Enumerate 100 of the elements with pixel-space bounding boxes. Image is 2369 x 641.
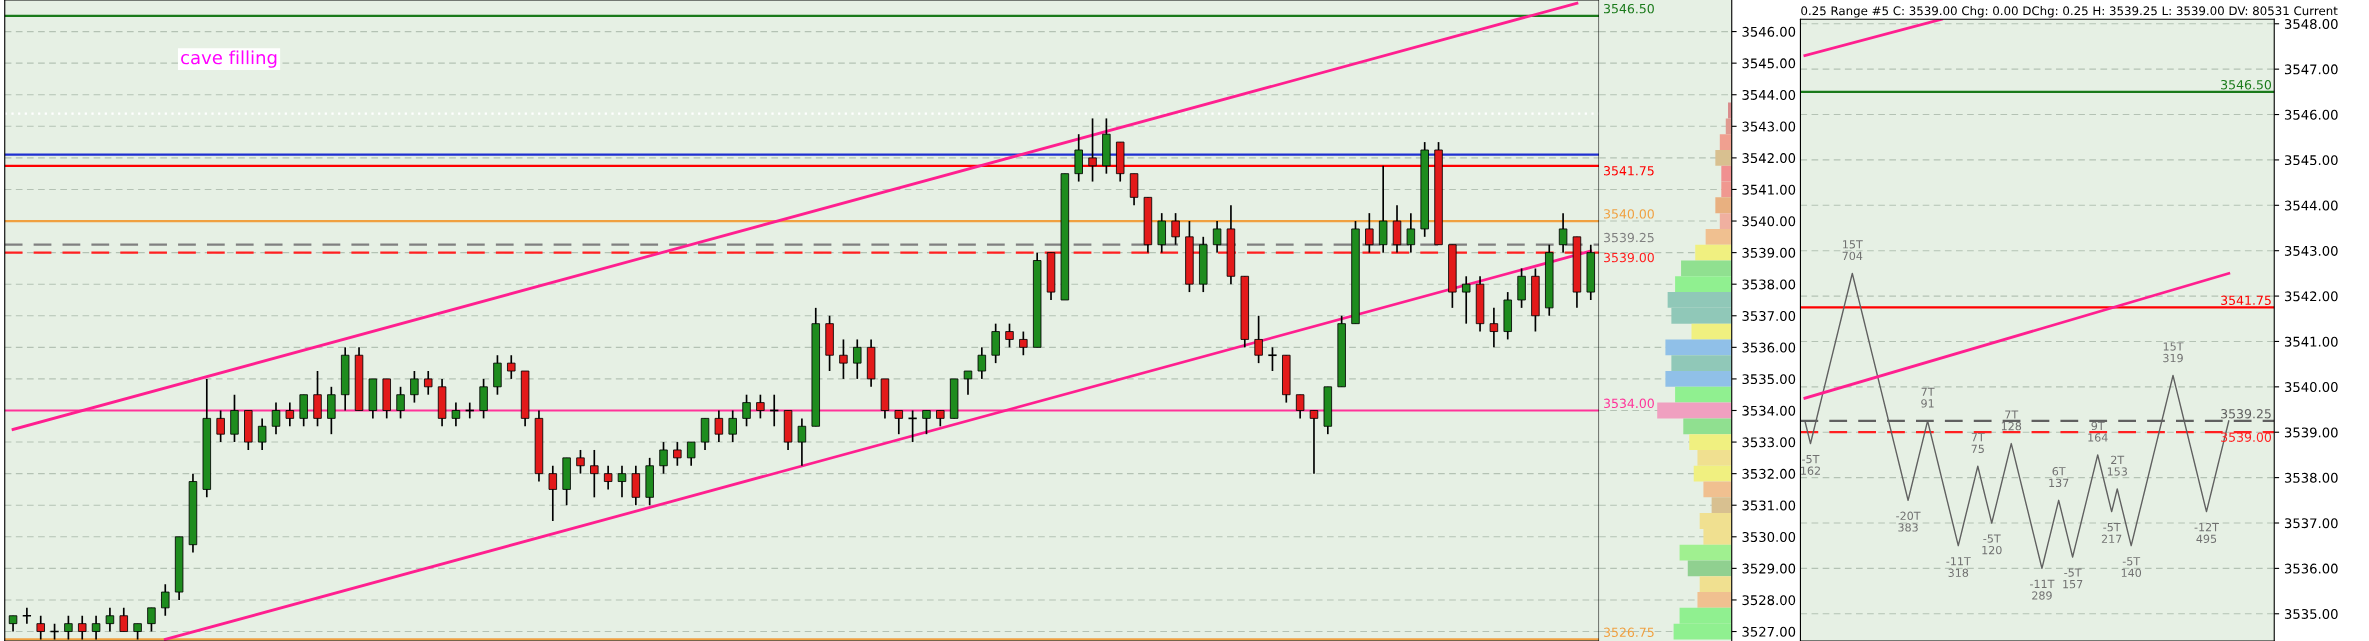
annotation: -20T 383: [1896, 511, 1921, 532]
bar: [1715, 197, 1732, 214]
candlestick: [410, 370, 419, 404]
y-tick-label: 3544.00: [2284, 200, 2338, 211]
y-tick-label: 3544.00: [1742, 89, 1796, 100]
candlestick: [119, 607, 128, 633]
candlestick: [590, 449, 599, 499]
candlestick: [991, 322, 1000, 364]
y-tick-label: 3538.00: [2284, 472, 2338, 483]
ref-line-label: 3534.00: [1604, 398, 1654, 409]
candlestick: [396, 385, 405, 420]
bar: [1691, 323, 1732, 340]
candlestick: [1267, 346, 1278, 372]
candlestick: [714, 409, 724, 443]
candlestick: [1005, 322, 1014, 349]
candlestick: [728, 409, 737, 443]
ref-line-label: 3526.75: [1604, 627, 1654, 637]
candlestick: [1074, 133, 1083, 183]
annotation: 2T 153: [2107, 455, 2127, 476]
annotation: 15T 319: [2163, 342, 2184, 363]
candlestick: [424, 370, 433, 396]
annotation: cave filling: [181, 50, 277, 68]
bar: [1711, 497, 1732, 514]
candlestick: [1517, 267, 1526, 309]
y-tick-label: 3547.00: [2284, 64, 2338, 75]
candlestick: [451, 401, 461, 428]
candlestick: [1392, 204, 1402, 254]
bar: [1687, 560, 1732, 577]
annotation: 7T 128: [2001, 410, 2022, 431]
bar: [1703, 481, 1732, 498]
candlestick: [1088, 117, 1097, 183]
annotation: -5T 140: [2121, 557, 2142, 577]
candlestick: [299, 393, 308, 428]
y-tick-label: 3535.00: [2284, 608, 2338, 619]
candlestick: [1461, 275, 1471, 325]
y-tick-label: 3533.00: [1742, 437, 1796, 448]
candlestick: [216, 409, 225, 443]
candlestick: [479, 378, 488, 420]
bar: [1675, 386, 1732, 403]
candlestick: [1558, 212, 1568, 254]
bar: [1705, 228, 1732, 245]
bar: [1681, 260, 1732, 277]
y-tick-label: 3542.00: [1742, 153, 1796, 164]
candlestick: [1019, 330, 1028, 357]
y-tick-label: 3541.00: [2284, 336, 2338, 347]
candlestick: [1378, 164, 1388, 254]
candlestick: [1129, 172, 1139, 207]
bar: [1665, 339, 1732, 356]
y-tick-label: 3528.00: [1742, 595, 1796, 606]
candlestick: [493, 354, 502, 396]
annotation: -11T 318: [1946, 557, 1971, 577]
ref-line-label: 3539.25: [1604, 232, 1654, 243]
annotation: -5T 120: [1982, 534, 2002, 555]
candlestick: [1171, 212, 1180, 246]
candlestick: [894, 409, 904, 436]
candlestick: [617, 464, 627, 499]
candlestick: [1254, 314, 1263, 364]
candlestick: [963, 370, 973, 396]
bar: [1697, 449, 1732, 466]
annotation: -5T 217: [2101, 523, 2122, 543]
y-tick-label: 3546.00: [2284, 109, 2338, 120]
annotation: 6T 137: [2049, 467, 2069, 488]
candlestick: [257, 417, 267, 451]
bar: [1657, 402, 1732, 419]
bar: [1683, 418, 1732, 435]
annotation: 7T 91: [1921, 387, 1935, 408]
annotation: 15T 704: [1842, 240, 1863, 261]
candlestick: [105, 607, 115, 633]
candlestick: [271, 401, 281, 436]
y-tick-label: 3540.00: [2284, 382, 2338, 393]
candlestick: [922, 409, 931, 436]
annotation: 9T 164: [2088, 421, 2108, 442]
candlestick: [1212, 220, 1222, 254]
ref-line-label: 3546.50: [1604, 3, 1654, 14]
candlestick: [230, 393, 239, 443]
annotation: -12T 495: [2194, 522, 2219, 543]
bar: [1675, 276, 1732, 293]
ref-line-label: 3539.00: [2221, 432, 2272, 442]
bar: [1695, 244, 1732, 261]
ref-line-label: 3539.25: [2221, 409, 2271, 419]
bar: [1679, 544, 1732, 561]
annotation: -5T 157: [2063, 568, 2083, 589]
candlestick: [1309, 409, 1319, 475]
candlestick: [977, 346, 987, 380]
y-tick-label: 3527.00: [1742, 626, 1796, 637]
candlestick: [756, 393, 765, 420]
y-tick-label: 3532.00: [1742, 468, 1796, 479]
y-tick-label: 3536.00: [1742, 342, 1796, 353]
y-tick-label: 3541.00: [1742, 184, 1796, 195]
candlestick: [313, 370, 322, 428]
ref-line-label: 3540.00: [1604, 209, 1654, 219]
candlestick: [631, 464, 641, 507]
candlestick: [659, 441, 668, 475]
y-tick-label: 3534.00: [1742, 405, 1796, 416]
candlestick: [285, 401, 295, 428]
y-tick-label: 3536.00: [2284, 563, 2338, 574]
y-tick-label: 3548.00: [2284, 18, 2338, 29]
candlestick: [1406, 212, 1416, 254]
chart-title: 0.25 Range #5 C: 3539.00 Chg: 0.00 DChg: 0.25 H: 3539.25 L: 3539.00 DV: 80531 Current: [1801, 6, 2338, 18]
y-tick-label: 3545.00: [2284, 155, 2338, 166]
